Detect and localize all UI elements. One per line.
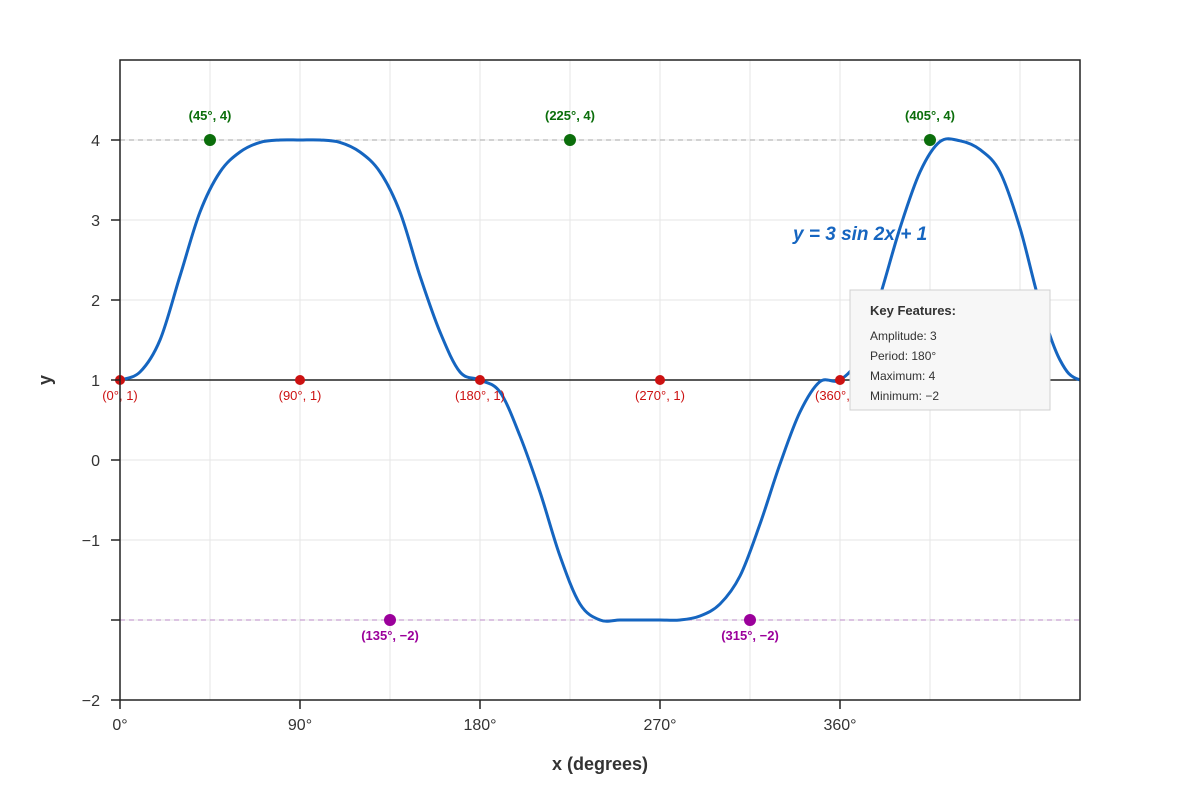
y-axis-label: y [35,375,55,385]
x-tick-label-0: 0° [112,717,127,734]
point-markers [115,134,936,626]
x-tick-label-1: 90° [288,717,312,734]
midline-label-1: (90°, 1) [279,388,322,403]
x-tick-label-2: 180° [463,717,496,734]
x-axis-ticks: 0° 90° 180° 270° 360° [112,700,857,734]
midline-point-1 [295,375,305,385]
x-axis-label: x (degrees) [552,754,648,774]
maxima-point-1 [564,134,576,146]
midline-label-2: (180°, 1) [455,388,505,403]
legend-title: Key Features: [870,303,956,318]
legend-item-amplitude: Amplitude: 3 [870,329,937,343]
y-tick-label-7: −2 [82,693,100,710]
y-tick-label-0: 4 [91,133,100,150]
x-tick-label-4: 360° [823,717,856,734]
maxima-point-0 [204,134,216,146]
maxima-point-2 [924,134,936,146]
y-tick-label-3: 1 [91,373,100,390]
legend-item-maximum: Maximum: 4 [870,369,936,383]
midline-point-3 [655,375,665,385]
midline-label-3: (270°, 1) [635,388,685,403]
minima-point-0 [384,614,396,626]
legend-item-period: Period: 180° [870,349,936,363]
midline-point-2 [475,375,485,385]
point-labels: (45°, 4) (225°, 4) (405°, 4)(0°, 1) (90°, 1… [102,108,955,643]
y-tick-label-1: 3 [91,213,100,230]
y-tick-label-2: 2 [91,293,100,310]
midline-point-4 [835,375,845,385]
y-tick-label-4: 0 [91,453,100,470]
maxima-label-2: (405°, 4) [905,108,955,123]
series-group [120,137,1080,623]
maxima-label-0: (45°, 4) [189,108,232,123]
y-axis-ticks: 4 3 2 1 0 −1 −2 [82,133,120,710]
maxima-label-1: (225°, 4) [545,108,595,123]
minima-label-0: (135°, −2) [361,628,419,643]
minima-label-1: (315°, −2) [721,628,779,643]
equation-label: y = 3 sin 2x + 1 [792,224,927,245]
series-line-0 [120,137,1080,623]
y-tick-label-5: −1 [82,533,100,550]
minima-point-1 [744,614,756,626]
legend-item-minimum: Minimum: −2 [870,389,939,403]
legend-box [849,289,1051,411]
x-tick-label-3: 270° [643,717,676,734]
legend: Key Features: Amplitude: 3 Period: 180° … [849,289,1051,411]
